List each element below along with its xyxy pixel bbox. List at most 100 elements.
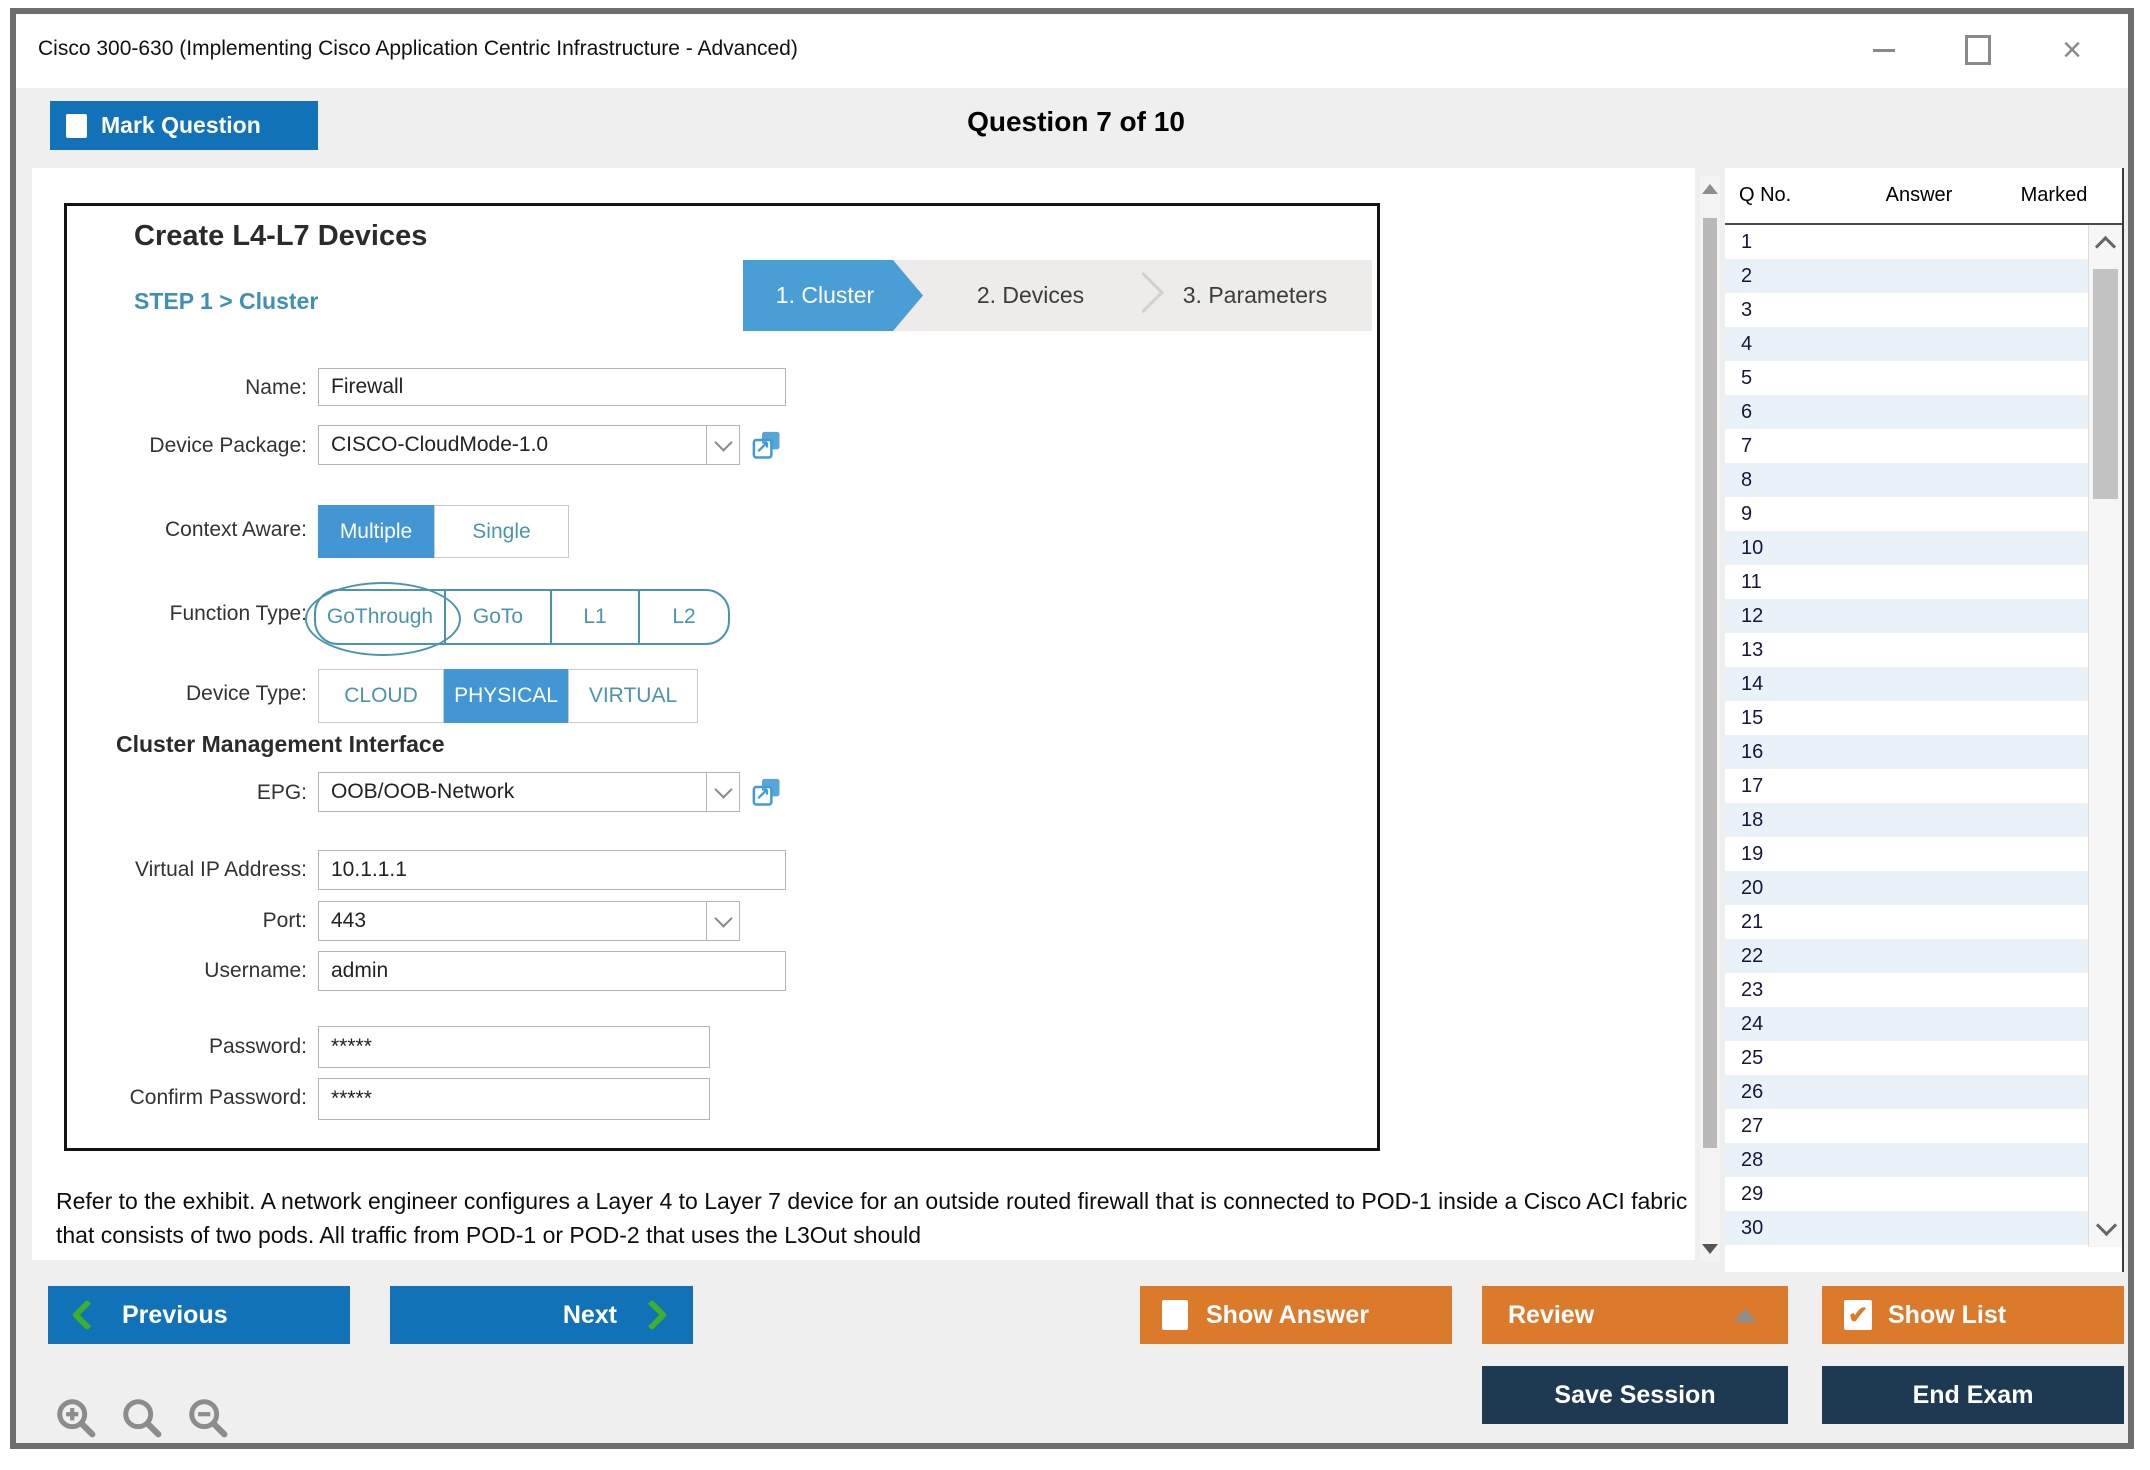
end-exam-button[interactable]: End Exam (1822, 1366, 2124, 1424)
maximize-button[interactable] (1960, 32, 1996, 68)
question-list-row[interactable]: 1 (1725, 225, 2088, 259)
password-value: ***** (331, 1035, 372, 1058)
question-list-row[interactable]: 7 (1725, 429, 2088, 463)
question-list-row[interactable]: 22 (1725, 939, 2088, 973)
epg-value: OOB/OOB-Network (331, 780, 515, 803)
close-button[interactable]: × (2062, 30, 2082, 69)
question-list-row[interactable]: 13 (1725, 633, 2088, 667)
wizard-step-parameters[interactable]: 3. Parameters (1182, 282, 1328, 308)
question-number: 15 (1741, 706, 1764, 729)
question-list-row[interactable]: 5 (1725, 361, 2088, 395)
zoom-controls (54, 1396, 232, 1442)
confirm-password-label: Confirm Password: (129, 1086, 307, 1109)
open-selector-icon[interactable] (752, 430, 782, 460)
question-list-row[interactable]: 26 (1725, 1075, 2088, 1109)
list-scroll-up-icon[interactable] (2094, 235, 2117, 258)
device-type-virtual-button[interactable]: VIRTUAL (568, 669, 698, 723)
question-list-row[interactable]: 11 (1725, 565, 2088, 599)
device-package-dropdown[interactable]: CISCO-CloudMode-1.0 (318, 425, 740, 465)
question-number: 6 (1741, 400, 1753, 423)
show-list-button[interactable]: ✔ Show List (1822, 1286, 2124, 1344)
function-type-l1-button[interactable]: L1 (552, 591, 640, 643)
question-list-row[interactable]: 8 (1725, 463, 2088, 497)
question-list-row[interactable]: 4 (1725, 327, 2088, 361)
function-type-l2-button[interactable]: L2 (672, 605, 696, 628)
save-session-button[interactable]: Save Session (1482, 1366, 1788, 1424)
device-type-cloud-button[interactable]: CLOUD (318, 669, 444, 723)
question-scrollbar[interactable] (1700, 176, 1720, 1262)
function-type-goto-button[interactable]: GoTo (446, 591, 552, 643)
question-list-row[interactable]: 29 (1725, 1177, 2088, 1211)
zoom-in-icon[interactable] (54, 1396, 100, 1442)
context-aware-label: Context Aware: (164, 518, 307, 541)
epg-dropdown-button[interactable] (706, 773, 739, 811)
question-number: 26 (1741, 1080, 1764, 1103)
scroll-up-icon[interactable] (1702, 184, 1718, 194)
name-label: Name: (245, 376, 307, 399)
next-label: Next (562, 1300, 617, 1329)
question-list-row[interactable]: 16 (1725, 735, 2088, 769)
epg-dropdown[interactable]: OOB/OOB-Network (318, 772, 740, 812)
show-answer-checkbox[interactable] (1162, 1300, 1188, 1330)
name-input[interactable]: Firewall (318, 368, 786, 406)
minimize-icon (1873, 48, 1895, 52)
list-scrollbar-thumb[interactable] (2093, 269, 2118, 499)
minimize-button[interactable] (1866, 32, 1902, 68)
question-list-row[interactable]: 25 (1725, 1041, 2088, 1075)
next-button[interactable]: Next (390, 1286, 693, 1344)
open-selector-icon[interactable] (752, 777, 782, 807)
question-number: 7 (1741, 434, 1753, 457)
mark-question-checkbox[interactable] (66, 113, 87, 138)
question-list[interactable]: 1 2 3 4 5 6 7 8 9 10 11 12 13 14 15 16 17 18 19 20 21 22 23 24 2… (1725, 225, 2088, 1247)
question-list-row[interactable]: 14 (1725, 667, 2088, 701)
wizard-step-cluster[interactable]: 1. Cluster (743, 260, 923, 331)
window-controls: × (1866, 30, 2090, 70)
device-package-dropdown-button[interactable] (706, 426, 739, 464)
zoom-reset-icon[interactable] (120, 1396, 166, 1442)
question-list-row[interactable]: 27 (1725, 1109, 2088, 1143)
question-list-row[interactable]: 15 (1725, 701, 2088, 735)
mark-question-button[interactable]: Mark Question (50, 101, 318, 150)
list-scroll-down-icon[interactable] (2095, 1214, 2118, 1237)
virtual-ip-input[interactable]: 10.1.1.1 (318, 850, 786, 890)
previous-button[interactable]: Previous (48, 1286, 350, 1344)
wizard-step-devices[interactable]: 2. Devices (976, 282, 1085, 308)
question-number: 1 (1741, 230, 1753, 253)
device-type-physical-button[interactable]: PHYSICAL (444, 669, 568, 723)
password-input[interactable]: ***** (318, 1026, 710, 1068)
function-type-group: GoThrough GoTo L1 L2 (314, 589, 730, 645)
question-list-row[interactable]: 2 (1725, 259, 2088, 293)
confirm-password-input[interactable]: ***** (318, 1078, 710, 1120)
question-number: 2 (1741, 264, 1753, 287)
column-qno: Q No. (1739, 184, 1792, 206)
scroll-down-icon[interactable] (1702, 1244, 1718, 1254)
question-list-row[interactable]: 6 (1725, 395, 2088, 429)
question-list-row[interactable]: 3 (1725, 293, 2088, 327)
zoom-out-icon[interactable] (186, 1396, 232, 1442)
port-dropdown[interactable]: 443 (318, 901, 740, 941)
question-list-row[interactable]: 19 (1725, 837, 2088, 871)
question-list-row[interactable]: 21 (1725, 905, 2088, 939)
show-list-checkbox[interactable]: ✔ (1844, 1300, 1872, 1330)
review-button[interactable]: Review (1482, 1286, 1788, 1344)
show-answer-button[interactable]: Show Answer (1140, 1286, 1452, 1344)
question-list-row[interactable]: 18 (1725, 803, 2088, 837)
question-list-row[interactable]: 28 (1725, 1143, 2088, 1177)
scrollbar-thumb[interactable] (1703, 218, 1717, 1148)
question-number: 9 (1741, 502, 1753, 525)
question-list-row[interactable]: 9 (1725, 497, 2088, 531)
function-type-gothrough-button[interactable]: GoThrough (316, 591, 446, 643)
question-list-scrollbar[interactable] (2088, 225, 2122, 1247)
username-input[interactable]: admin (318, 951, 786, 991)
question-list-row[interactable]: 12 (1725, 599, 2088, 633)
question-list-row[interactable]: 20 (1725, 871, 2088, 905)
question-list-row[interactable]: 23 (1725, 973, 2088, 1007)
question-list-row[interactable]: 17 (1725, 769, 2088, 803)
question-list-row[interactable]: 10 (1725, 531, 2088, 565)
context-aware-multiple-button[interactable]: Multiple (318, 505, 434, 558)
context-aware-single-button[interactable]: Single (434, 505, 569, 558)
question-list-row[interactable]: 30 (1725, 1211, 2088, 1245)
question-number: 17 (1741, 774, 1764, 797)
question-list-row[interactable]: 24 (1725, 1007, 2088, 1041)
port-dropdown-button[interactable] (706, 902, 739, 940)
